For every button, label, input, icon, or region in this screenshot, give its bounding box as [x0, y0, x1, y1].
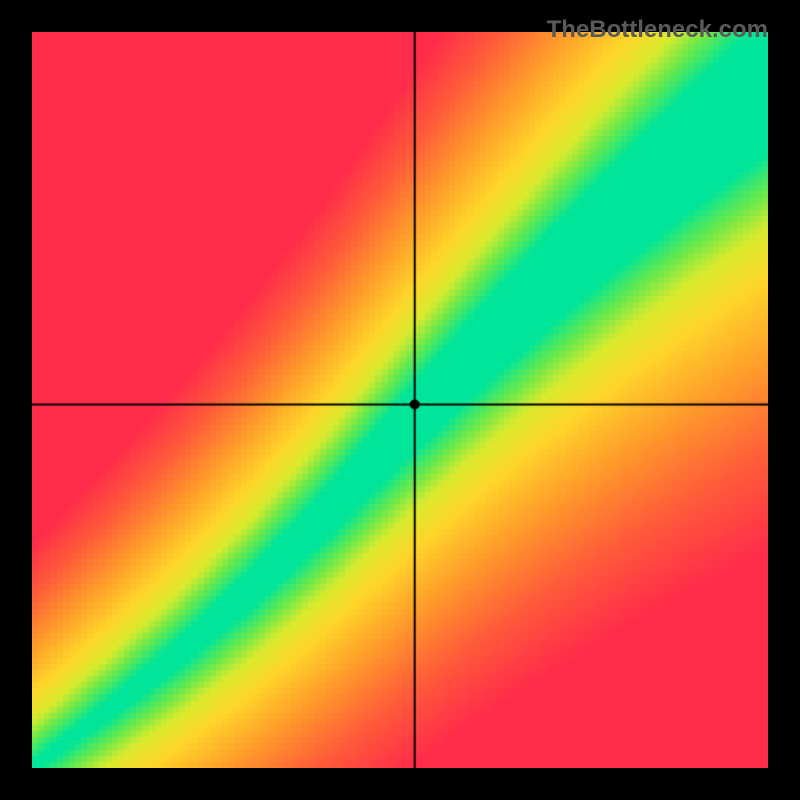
watermark-text: TheBottleneck.com [547, 16, 768, 44]
chart-container: TheBottleneck.com [0, 0, 800, 800]
heatmap-canvas [32, 32, 768, 768]
